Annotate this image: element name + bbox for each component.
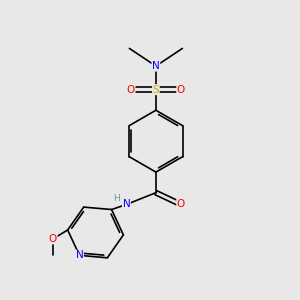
- Text: O: O: [49, 234, 57, 244]
- Text: O: O: [177, 200, 185, 209]
- Text: O: O: [127, 85, 135, 94]
- Text: O: O: [177, 85, 185, 94]
- Text: N: N: [123, 200, 130, 209]
- Text: N: N: [76, 250, 83, 260]
- Text: S: S: [153, 85, 159, 94]
- Text: H: H: [113, 194, 119, 203]
- Text: N: N: [152, 61, 160, 71]
